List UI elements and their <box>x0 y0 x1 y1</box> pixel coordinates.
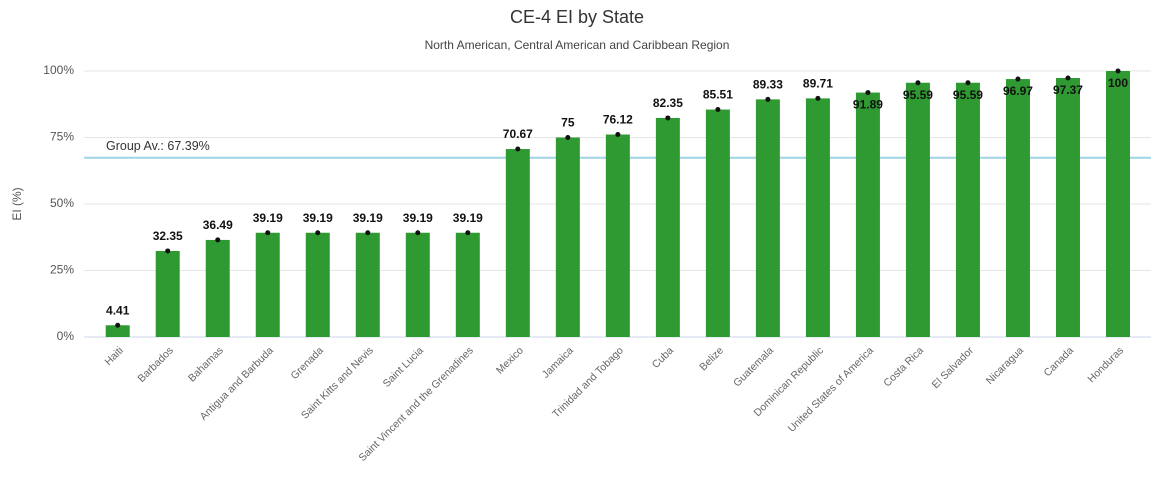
data-label: 89.33 <box>753 78 783 92</box>
point <box>1065 75 1071 81</box>
bar <box>805 98 830 337</box>
data-label: 39.19 <box>453 211 483 225</box>
data-label: 95.59 <box>903 88 933 102</box>
x-tick-label: Costa Rica <box>881 344 926 389</box>
data-label: 96.97 <box>1003 84 1033 98</box>
data-label: 36.49 <box>203 218 233 232</box>
bar <box>955 82 980 338</box>
x-tick-label: Mexico <box>494 344 526 376</box>
data-label: 39.19 <box>353 211 383 225</box>
bar <box>155 250 180 337</box>
bar <box>355 232 380 337</box>
x-tick-label: Canada <box>1042 344 1077 379</box>
data-label: 32.35 <box>153 229 183 243</box>
data-label: 4.41 <box>106 303 130 317</box>
data-label: 39.19 <box>403 211 433 225</box>
bar <box>305 232 330 337</box>
point <box>765 96 771 102</box>
point <box>115 322 121 328</box>
point <box>665 115 671 121</box>
x-tick-label: United States of America <box>786 344 876 434</box>
data-label: 97.37 <box>1053 83 1083 97</box>
bar <box>205 239 230 337</box>
bar <box>455 232 480 337</box>
point <box>565 135 571 140</box>
data-label: 85.51 <box>703 88 733 102</box>
data-label: 91.89 <box>853 98 883 112</box>
y-axis-label: EI (%) <box>10 187 24 220</box>
bar <box>1105 71 1130 337</box>
bar <box>1005 79 1030 337</box>
x-tick-label: Bahamas <box>186 345 226 385</box>
bar <box>605 134 630 337</box>
y-tick-label: 50% <box>50 196 74 210</box>
point <box>865 90 871 96</box>
y-tick-label: 25% <box>50 263 74 277</box>
x-tick-label: Nicaragua <box>984 344 1026 386</box>
bar <box>405 232 430 337</box>
point <box>1015 76 1021 82</box>
point <box>315 230 321 236</box>
x-tick-label: Saint Lucia <box>381 344 426 389</box>
data-label: 95.59 <box>953 88 983 102</box>
bar <box>1055 77 1080 338</box>
data-label: 100 <box>1108 76 1128 90</box>
point <box>265 230 271 236</box>
bar <box>555 137 580 337</box>
data-label: 39.19 <box>253 211 283 225</box>
point <box>715 107 721 113</box>
data-label: 89.71 <box>803 77 833 91</box>
chart-subtitle: North American, Central American and Car… <box>425 38 730 52</box>
point <box>465 230 471 236</box>
bar <box>105 325 130 337</box>
x-tick-label: Guatemala <box>731 344 776 389</box>
x-tick-label: El Salvador <box>930 344 977 391</box>
y-tick-label: 0% <box>57 329 75 343</box>
point <box>615 132 621 138</box>
point <box>1115 68 1121 74</box>
point <box>415 230 421 236</box>
reference-label: Group Av.: 67.39% <box>106 139 210 153</box>
point <box>815 95 821 101</box>
data-label: 75 <box>561 116 575 130</box>
x-tick-label: Belize <box>697 344 726 373</box>
point <box>365 230 371 236</box>
point <box>965 80 971 86</box>
bar <box>255 232 280 337</box>
x-tick-label: Cuba <box>650 344 676 370</box>
chart-title: CE-4 EI by State <box>510 7 644 27</box>
bar <box>655 117 680 337</box>
data-label: 82.35 <box>653 96 683 110</box>
data-label: 39.19 <box>303 211 333 225</box>
bar <box>505 149 530 337</box>
x-tick-label: Grenada <box>288 344 325 381</box>
point <box>165 248 171 254</box>
bar <box>755 99 780 337</box>
point <box>215 237 221 243</box>
point <box>915 80 921 86</box>
y-tick-label: 100% <box>43 63 74 77</box>
bar <box>705 109 730 338</box>
x-tick-label: Jamaica <box>540 344 576 380</box>
data-label: 76.12 <box>603 113 633 127</box>
point <box>515 146 521 152</box>
x-tick-label: Haiti <box>102 345 125 368</box>
y-tick-label: 75% <box>50 130 74 144</box>
x-tick-label: Honduras <box>1085 345 1126 386</box>
bar <box>855 92 880 337</box>
bar <box>905 82 930 338</box>
data-label: 70.67 <box>503 127 533 141</box>
x-tick-label: Barbados <box>136 345 176 385</box>
